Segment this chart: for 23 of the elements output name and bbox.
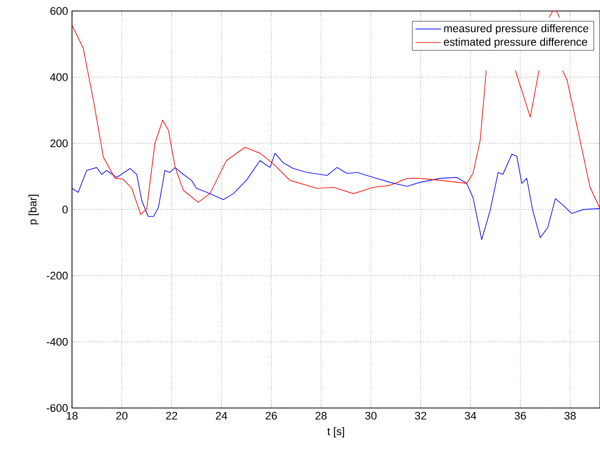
x-tick-label: 20 bbox=[116, 412, 128, 420]
y-tick-label: -200 bbox=[46, 272, 68, 280]
y-tick-label: 200 bbox=[50, 139, 68, 148]
x-tick-label: 38 bbox=[564, 412, 576, 420]
y-axis-title: p [bar] bbox=[28, 194, 39, 224]
x-tick-label: 26 bbox=[266, 412, 277, 420]
x-tick-label: 24 bbox=[216, 412, 228, 420]
x-axis-title: t [s] bbox=[327, 427, 344, 438]
y-tick-label: -600 bbox=[46, 404, 68, 412]
x-tick-label: 22 bbox=[166, 412, 178, 420]
legend-label: measured pressure difference bbox=[444, 24, 588, 34]
x-tick-label: 36 bbox=[514, 412, 526, 420]
x-tick-label: 28 bbox=[316, 412, 327, 420]
x-tick-label: 32 bbox=[415, 412, 426, 420]
x-tick-label: 18 bbox=[66, 412, 78, 420]
y-tick-label: 400 bbox=[50, 73, 68, 82]
y-tick-label: 600 bbox=[50, 7, 68, 15]
x-tick-label: 34 bbox=[464, 412, 476, 420]
y-tick-label: -400 bbox=[46, 338, 68, 346]
line-series bbox=[72, 152, 600, 240]
legend-label: estimated pressure difference bbox=[444, 38, 588, 48]
x-tick-label: 30 bbox=[365, 412, 377, 420]
y-tick-label: 0 bbox=[62, 206, 68, 214]
